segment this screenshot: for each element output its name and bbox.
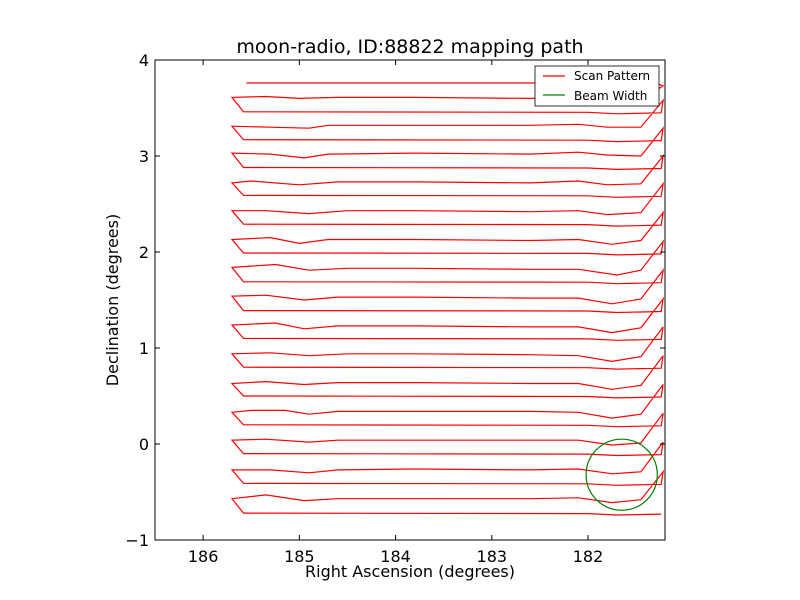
y-tick-label: −1 [125,531,149,550]
y-tick-label: 4 [139,51,149,70]
plot-area-frame [154,59,666,541]
x-tick-label: 183 [477,547,508,566]
scan-pattern-line [230,82,665,516]
chart-title: moon-radio, ID:88822 mapping path [236,36,583,58]
y-axis-label: Declination (degrees) [103,214,122,386]
beam-width-series [585,438,658,511]
beam-width-circle [585,438,658,511]
y-axis: −1 0 1 2 3 4 [125,51,665,550]
x-axis-label: Right Ascension (degrees) [305,562,515,581]
x-tick-label: 186 [188,547,219,566]
y-tick-label: 1 [139,339,149,358]
x-tick-label: 182 [573,547,604,566]
legend-label-scan-pattern: Scan Pattern [574,69,650,83]
legend: Scan Pattern Beam Width [534,65,660,107]
y-tick-label: 3 [139,147,149,166]
x-tick-label: 185 [284,547,315,566]
x-tick-label: 184 [380,547,411,566]
scan-pattern-series [230,82,665,516]
x-axis: 186 185 184 183 182 [188,60,603,566]
legend-label-beam-width: Beam Width [574,89,647,103]
y-tick-label: 2 [139,243,149,262]
legend-box [534,65,660,107]
y-tick-label: 0 [139,435,149,454]
